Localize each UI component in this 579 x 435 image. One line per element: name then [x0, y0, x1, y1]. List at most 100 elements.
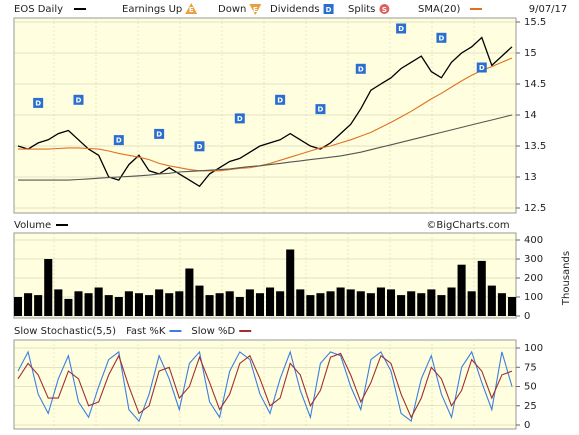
series-line	[17, 350, 513, 423]
volume-bar	[467, 291, 476, 316]
volume-bar	[94, 287, 103, 316]
y-axis-label: Thousands	[561, 251, 572, 306]
legend-label: Slow %D	[191, 326, 235, 337]
volume-bar	[397, 295, 406, 316]
volume-bar	[507, 297, 517, 316]
dividend-marker	[436, 32, 447, 43]
dividend-marker	[355, 63, 366, 74]
dividend-marker	[396, 23, 407, 34]
legend-symbol: D	[326, 6, 332, 14]
volume-bar	[417, 293, 426, 316]
volume-bar	[245, 289, 254, 316]
dividend-marker	[33, 97, 44, 108]
volume-bar	[266, 287, 275, 316]
dividend-symbol: D	[277, 96, 283, 104]
date: 9/07/17	[529, 4, 568, 15]
volume-bar	[497, 293, 506, 316]
y-tick-label: 400	[524, 235, 543, 246]
series-line	[18, 57, 513, 172]
series-line	[17, 352, 513, 419]
y-tick-label: 100	[524, 343, 543, 354]
y-tick-label: 100	[524, 292, 543, 303]
dividend-marker	[154, 128, 165, 139]
y-tick-label: 13.5	[524, 141, 546, 152]
volume-bar	[427, 289, 436, 316]
panel-title: Slow Stochastic(5,5)	[14, 326, 116, 337]
volume-bar	[215, 293, 224, 316]
volume-bar	[366, 293, 375, 316]
legend-symbol: E	[253, 6, 258, 14]
y-tick-label: 300	[524, 254, 543, 265]
y-tick-label: 15	[524, 48, 537, 59]
volume-bar	[13, 297, 23, 316]
volume-bar	[34, 295, 43, 316]
y-tick-label: 50	[524, 382, 537, 393]
dividend-marker	[113, 135, 124, 146]
dividend-symbol: D	[479, 64, 485, 72]
volume-bar	[145, 295, 154, 316]
dividend-symbol: D	[76, 96, 82, 104]
volume-bar	[64, 298, 73, 316]
volume-bar	[104, 295, 113, 316]
volume-bar	[276, 291, 285, 316]
dividend-symbol: D	[439, 34, 445, 42]
volume-bar	[255, 293, 264, 316]
volume-bar	[24, 293, 33, 316]
legend-label: Fast %K	[126, 326, 166, 337]
volume-bar	[205, 295, 214, 316]
legend-icon	[379, 4, 390, 14]
volume-bar	[225, 291, 234, 316]
volume-bar	[356, 291, 365, 316]
dividend-symbol: D	[318, 106, 324, 114]
volume-bar	[336, 287, 345, 316]
y-tick-label: 0	[524, 311, 530, 322]
volume-bar	[235, 297, 244, 316]
legend-label: Dividends	[270, 4, 320, 15]
dividend-symbol: D	[156, 130, 162, 138]
legend-label: EOS Daily	[14, 4, 63, 15]
volume-bar	[54, 289, 63, 316]
y-tick-label: 15.5	[524, 17, 546, 28]
dividend-marker	[315, 104, 326, 115]
dividend-symbol: D	[197, 143, 203, 151]
y-tick-label: 14	[524, 110, 537, 121]
volume-bar	[74, 291, 83, 316]
volume-bar	[487, 285, 496, 316]
volume-bar	[437, 295, 446, 316]
volume-bar	[165, 293, 174, 316]
volume-bar	[306, 295, 315, 316]
dividend-symbol: D	[35, 99, 41, 107]
volume-bar	[185, 268, 194, 316]
volume-bar	[477, 260, 486, 316]
volume-bar	[114, 297, 123, 316]
volume-bar	[346, 289, 355, 316]
dividend-marker	[194, 141, 205, 152]
dividend-symbol: D	[116, 137, 122, 145]
y-tick-label: 14.5	[524, 79, 546, 90]
volume-bar	[407, 291, 416, 316]
legend-label: Down	[218, 4, 246, 15]
y-tick-label: 12.5	[524, 203, 546, 214]
legend-icon	[185, 3, 198, 14]
legend-icon	[323, 4, 334, 14]
volume-bar	[286, 249, 295, 316]
legend-label: Volume	[14, 220, 51, 231]
source: ©BigCharts.com	[426, 220, 509, 231]
volume-bar	[175, 291, 184, 316]
series-line	[18, 114, 513, 181]
volume-bar	[44, 259, 53, 316]
y-tick-label: 75	[524, 362, 537, 373]
volume-bar	[296, 289, 305, 316]
volume-bar	[195, 285, 204, 316]
volume-bar	[457, 264, 466, 316]
plot-area	[13, 17, 517, 214]
legend-symbol: S	[382, 6, 387, 14]
y-tick-label: 13	[524, 172, 537, 183]
volume-bar	[447, 287, 456, 316]
dividend-marker	[275, 94, 286, 105]
legend-label: Earnings Up	[122, 4, 182, 15]
plot-area	[13, 339, 517, 430]
volume-bar	[326, 291, 335, 316]
volume-bar	[124, 291, 133, 316]
